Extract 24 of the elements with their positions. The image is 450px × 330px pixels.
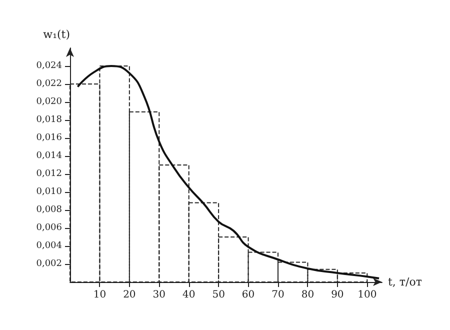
x-tick-label: 30 xyxy=(152,290,166,300)
x-tick-label: 100 xyxy=(358,290,377,300)
y-tick-label: 0,010 xyxy=(36,187,62,197)
x-tick-label: 90 xyxy=(331,290,344,300)
y-tick-label: 0,006 xyxy=(36,223,62,233)
y-tick-label: 0,002 xyxy=(36,259,62,269)
y-tick-label: 0,018 xyxy=(36,115,62,125)
x-axis-title: t, т/от xyxy=(388,276,422,288)
x-tick-label: 10 xyxy=(93,290,106,300)
x-tick-label: 60 xyxy=(242,290,255,300)
y-axis-title: w₁(t) xyxy=(43,28,70,41)
y-tick-label: 0,014 xyxy=(36,151,62,161)
y-tick-label: 0,008 xyxy=(36,205,62,215)
y-tick-label: 0,004 xyxy=(36,241,62,251)
x-tick-label: 70 xyxy=(272,290,284,300)
y-tick-label: 0,020 xyxy=(36,97,62,107)
x-tick-label: 40 xyxy=(182,290,196,300)
x-tick-label: 20 xyxy=(123,290,136,300)
y-tick-label: 0,016 xyxy=(36,133,62,143)
x-tick-label: 80 xyxy=(301,290,314,300)
y-tick-label: 0,024 xyxy=(36,61,62,71)
y-tick-label: 0,022 xyxy=(36,79,62,89)
x-tick-label: 50 xyxy=(212,290,225,300)
y-tick-label: 0,012 xyxy=(36,169,62,179)
